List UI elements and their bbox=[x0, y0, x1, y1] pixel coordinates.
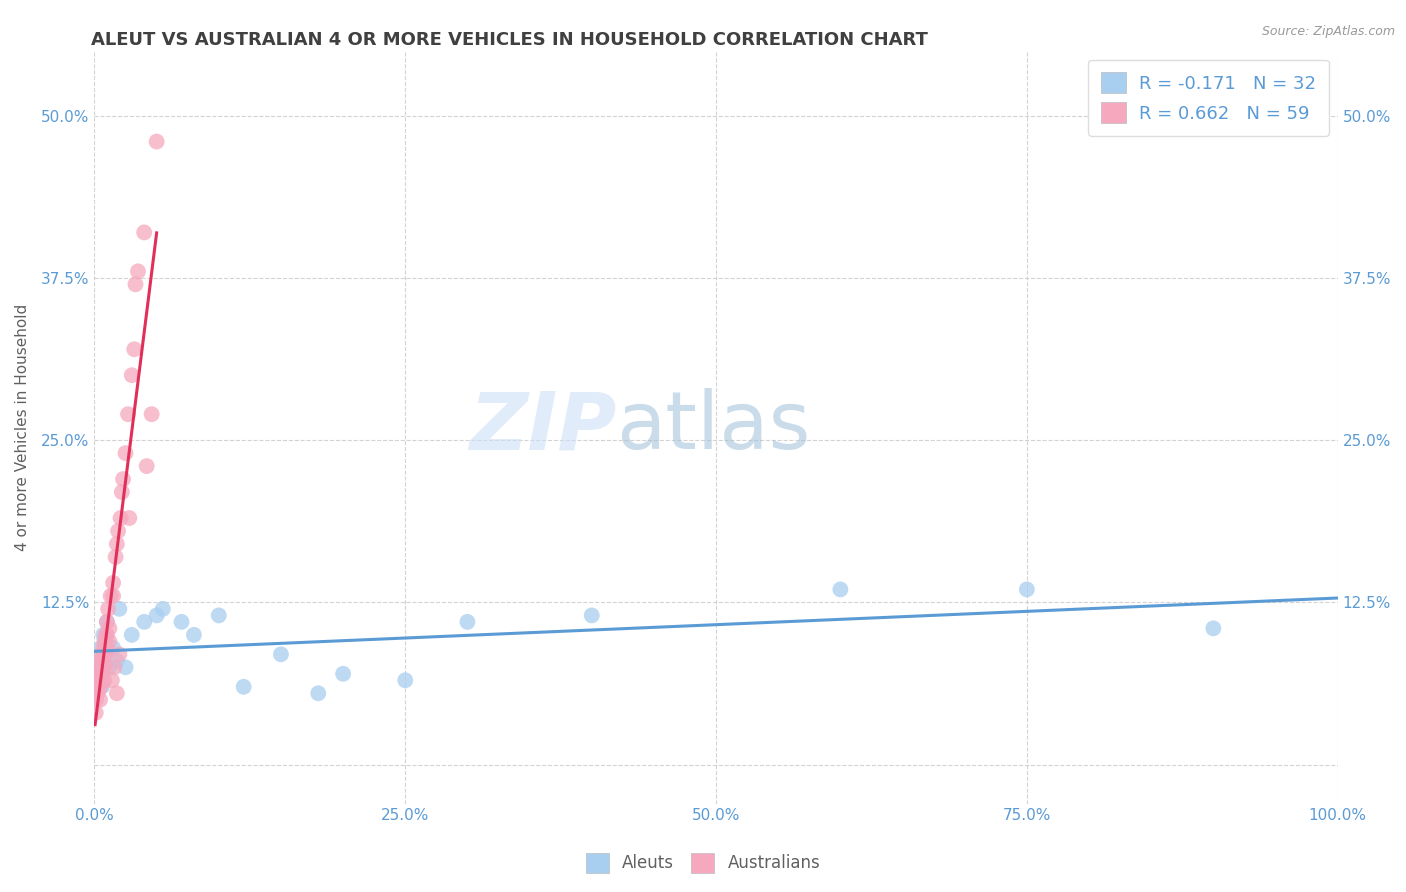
Y-axis label: 4 or more Vehicles in Household: 4 or more Vehicles in Household bbox=[15, 303, 30, 550]
Point bbox=[307, 686, 329, 700]
Legend: Aleuts, Australians: Aleuts, Australians bbox=[579, 847, 827, 880]
Point bbox=[108, 602, 131, 616]
Text: Source: ZipAtlas.com: Source: ZipAtlas.com bbox=[1261, 25, 1395, 38]
Point bbox=[98, 621, 121, 635]
Point bbox=[86, 686, 108, 700]
Point bbox=[110, 511, 132, 525]
Text: ZIP: ZIP bbox=[470, 388, 617, 467]
Point bbox=[152, 602, 174, 616]
Point bbox=[101, 673, 124, 688]
Point bbox=[90, 654, 112, 668]
Text: ALEUT VS AUSTRALIAN 4 OR MORE VEHICLES IN HOUSEHOLD CORRELATION CHART: ALEUT VS AUSTRALIAN 4 OR MORE VEHICLES I… bbox=[91, 31, 928, 49]
Point bbox=[581, 608, 603, 623]
Point bbox=[104, 549, 127, 564]
Point bbox=[270, 648, 292, 662]
Point bbox=[94, 628, 117, 642]
Legend: R = -0.171   N = 32, R = 0.662   N = 59: R = -0.171 N = 32, R = 0.662 N = 59 bbox=[1088, 60, 1329, 136]
Point bbox=[394, 673, 416, 688]
Point bbox=[84, 680, 107, 694]
Point bbox=[134, 615, 156, 629]
Point bbox=[94, 634, 117, 648]
Point bbox=[86, 660, 108, 674]
Text: atlas: atlas bbox=[617, 388, 811, 467]
Point bbox=[90, 666, 112, 681]
Point bbox=[87, 673, 110, 688]
Point bbox=[114, 660, 136, 674]
Point bbox=[90, 648, 112, 662]
Point bbox=[84, 666, 107, 681]
Point bbox=[90, 673, 112, 688]
Point bbox=[89, 654, 111, 668]
Point bbox=[141, 407, 163, 421]
Point bbox=[121, 628, 143, 642]
Point bbox=[105, 537, 128, 551]
Point bbox=[145, 135, 167, 149]
Point bbox=[87, 680, 110, 694]
Point bbox=[117, 407, 139, 421]
Point bbox=[208, 608, 231, 623]
Point bbox=[89, 673, 111, 688]
Point bbox=[97, 602, 120, 616]
Point bbox=[127, 264, 149, 278]
Point bbox=[93, 660, 115, 674]
Point bbox=[86, 680, 108, 694]
Point bbox=[87, 666, 110, 681]
Point bbox=[90, 680, 112, 694]
Point bbox=[101, 640, 124, 655]
Point bbox=[135, 459, 157, 474]
Point bbox=[105, 654, 128, 668]
Point bbox=[332, 666, 354, 681]
Point bbox=[84, 692, 107, 706]
Point bbox=[830, 582, 852, 597]
Point bbox=[121, 368, 143, 383]
Point bbox=[98, 634, 121, 648]
Point bbox=[96, 615, 118, 629]
Point bbox=[103, 660, 125, 674]
Point bbox=[1202, 621, 1225, 635]
Point bbox=[1015, 582, 1038, 597]
Point bbox=[96, 628, 118, 642]
Point bbox=[90, 640, 112, 655]
Point bbox=[93, 673, 115, 688]
Point bbox=[86, 680, 108, 694]
Point bbox=[98, 660, 121, 674]
Point bbox=[101, 589, 124, 603]
Point bbox=[101, 576, 124, 591]
Point bbox=[84, 706, 107, 720]
Point bbox=[86, 666, 108, 681]
Point bbox=[93, 634, 115, 648]
Point bbox=[124, 277, 146, 292]
Point bbox=[105, 686, 128, 700]
Point bbox=[91, 628, 114, 642]
Point bbox=[93, 648, 115, 662]
Point bbox=[90, 673, 112, 688]
Point bbox=[96, 615, 118, 629]
Point bbox=[145, 608, 167, 623]
Point bbox=[90, 666, 112, 681]
Point bbox=[112, 472, 135, 486]
Point bbox=[96, 640, 118, 655]
Point bbox=[94, 640, 117, 655]
Point bbox=[170, 615, 193, 629]
Point bbox=[122, 343, 145, 357]
Point bbox=[89, 692, 111, 706]
Point bbox=[94, 648, 117, 662]
Point bbox=[100, 589, 122, 603]
Point bbox=[90, 680, 112, 694]
Point bbox=[183, 628, 205, 642]
Point bbox=[107, 524, 129, 538]
Point bbox=[87, 673, 110, 688]
Point bbox=[91, 640, 114, 655]
Point bbox=[111, 485, 134, 500]
Point bbox=[91, 654, 114, 668]
Point bbox=[108, 648, 131, 662]
Point bbox=[114, 446, 136, 460]
Point bbox=[232, 680, 254, 694]
Point bbox=[93, 648, 115, 662]
Point bbox=[89, 660, 111, 674]
Point bbox=[456, 615, 478, 629]
Point bbox=[134, 226, 156, 240]
Point bbox=[118, 511, 141, 525]
